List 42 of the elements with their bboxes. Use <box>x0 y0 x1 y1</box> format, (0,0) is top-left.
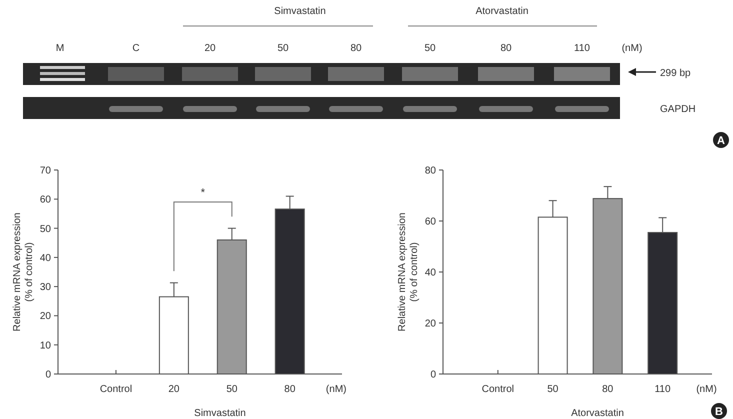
x-tick-label: 110 <box>654 384 671 395</box>
y-axis-title: Relative mRNA expression (% of control) <box>397 212 420 332</box>
x-tick-label: 20 <box>168 384 180 395</box>
x-axis-title: Simvastatin <box>194 408 246 419</box>
text: 20 <box>204 43 216 54</box>
text: 110 <box>574 43 590 54</box>
y-tick-label: 40 <box>40 252 52 264</box>
x-tick-label: 50 <box>226 384 238 395</box>
annotation: * <box>200 187 206 200</box>
y-tick-label: 30 <box>40 282 52 294</box>
x-axis-title: Atorvastatin <box>571 408 624 419</box>
x-tick-label: 80 <box>284 384 296 395</box>
text: B <box>715 406 724 418</box>
text: (nM) <box>696 384 717 395</box>
y-tick-label: 20 <box>40 311 52 322</box>
text: 80 <box>500 43 512 54</box>
y-tick-label: 20 <box>424 318 436 330</box>
x-tick-label: Control <box>482 384 514 395</box>
y-tick-label: 70 <box>40 166 52 176</box>
y-axis-title: Relative mRNA expression (% of control) <box>12 212 35 332</box>
text: 50 <box>277 43 289 54</box>
x-tick-label: 50 <box>547 384 559 395</box>
y-tick-label: 50 <box>40 224 52 235</box>
y-tick-label: 40 <box>424 268 436 278</box>
text: 80 <box>350 43 362 54</box>
text: C <box>132 43 140 54</box>
y-tick-label: 60 <box>424 216 436 228</box>
text: Atorvastatin <box>476 6 528 17</box>
y-tick-label: 10 <box>40 340 52 352</box>
text: A <box>717 135 726 147</box>
x-tick-label: 80 <box>602 384 614 395</box>
text: GAPDH <box>660 104 696 115</box>
text: Simvastatin <box>274 6 326 17</box>
x-tick-label: Control <box>100 384 132 395</box>
y-tick-label: 0 <box>430 370 436 380</box>
text: M <box>56 43 64 54</box>
text: (nM) <box>622 43 642 54</box>
text: 299 bp <box>660 68 692 79</box>
y-tick-label: 80 <box>424 166 436 176</box>
text: (nM) <box>326 384 346 395</box>
y-tick-label: 0 <box>45 370 52 380</box>
y-tick-label: 60 <box>40 194 52 206</box>
